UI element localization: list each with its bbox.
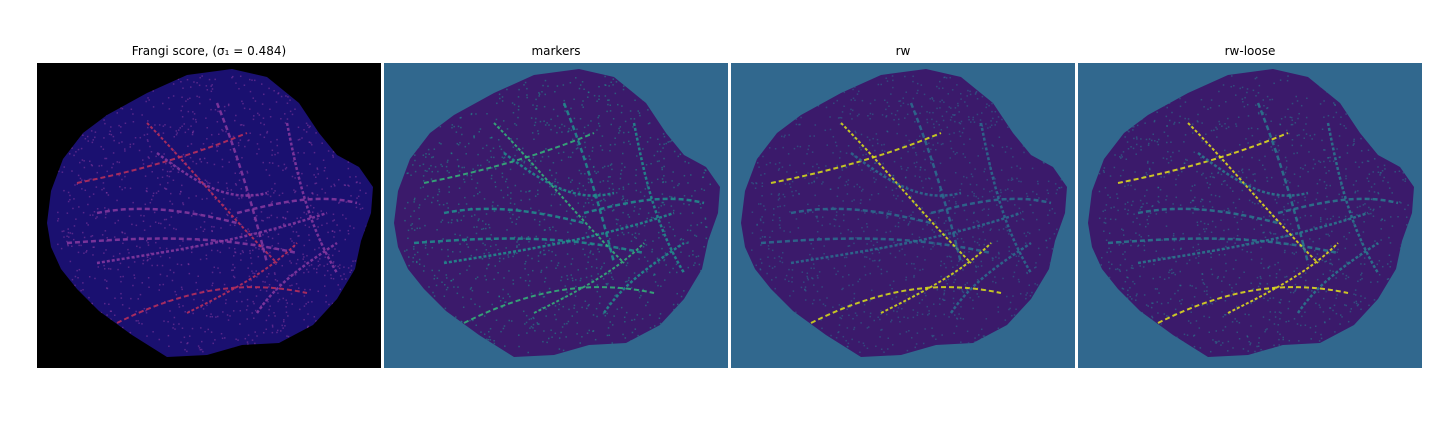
panel-title-frangi: Frangi score, (σ₁ = 0.484) <box>37 44 381 58</box>
panel-frangi <box>37 63 381 368</box>
panel-rw-loose <box>1078 63 1422 368</box>
rw-loose-image <box>1078 63 1422 368</box>
panel-title-rw-loose: rw-loose <box>1078 44 1422 58</box>
panel-title-markers: markers <box>384 44 728 58</box>
markers-image <box>384 63 728 368</box>
rw-image <box>731 63 1075 368</box>
frangi-image <box>37 63 381 368</box>
panel-markers <box>384 63 728 368</box>
panel-rw <box>731 63 1075 368</box>
panel-title-rw: rw <box>731 44 1075 58</box>
